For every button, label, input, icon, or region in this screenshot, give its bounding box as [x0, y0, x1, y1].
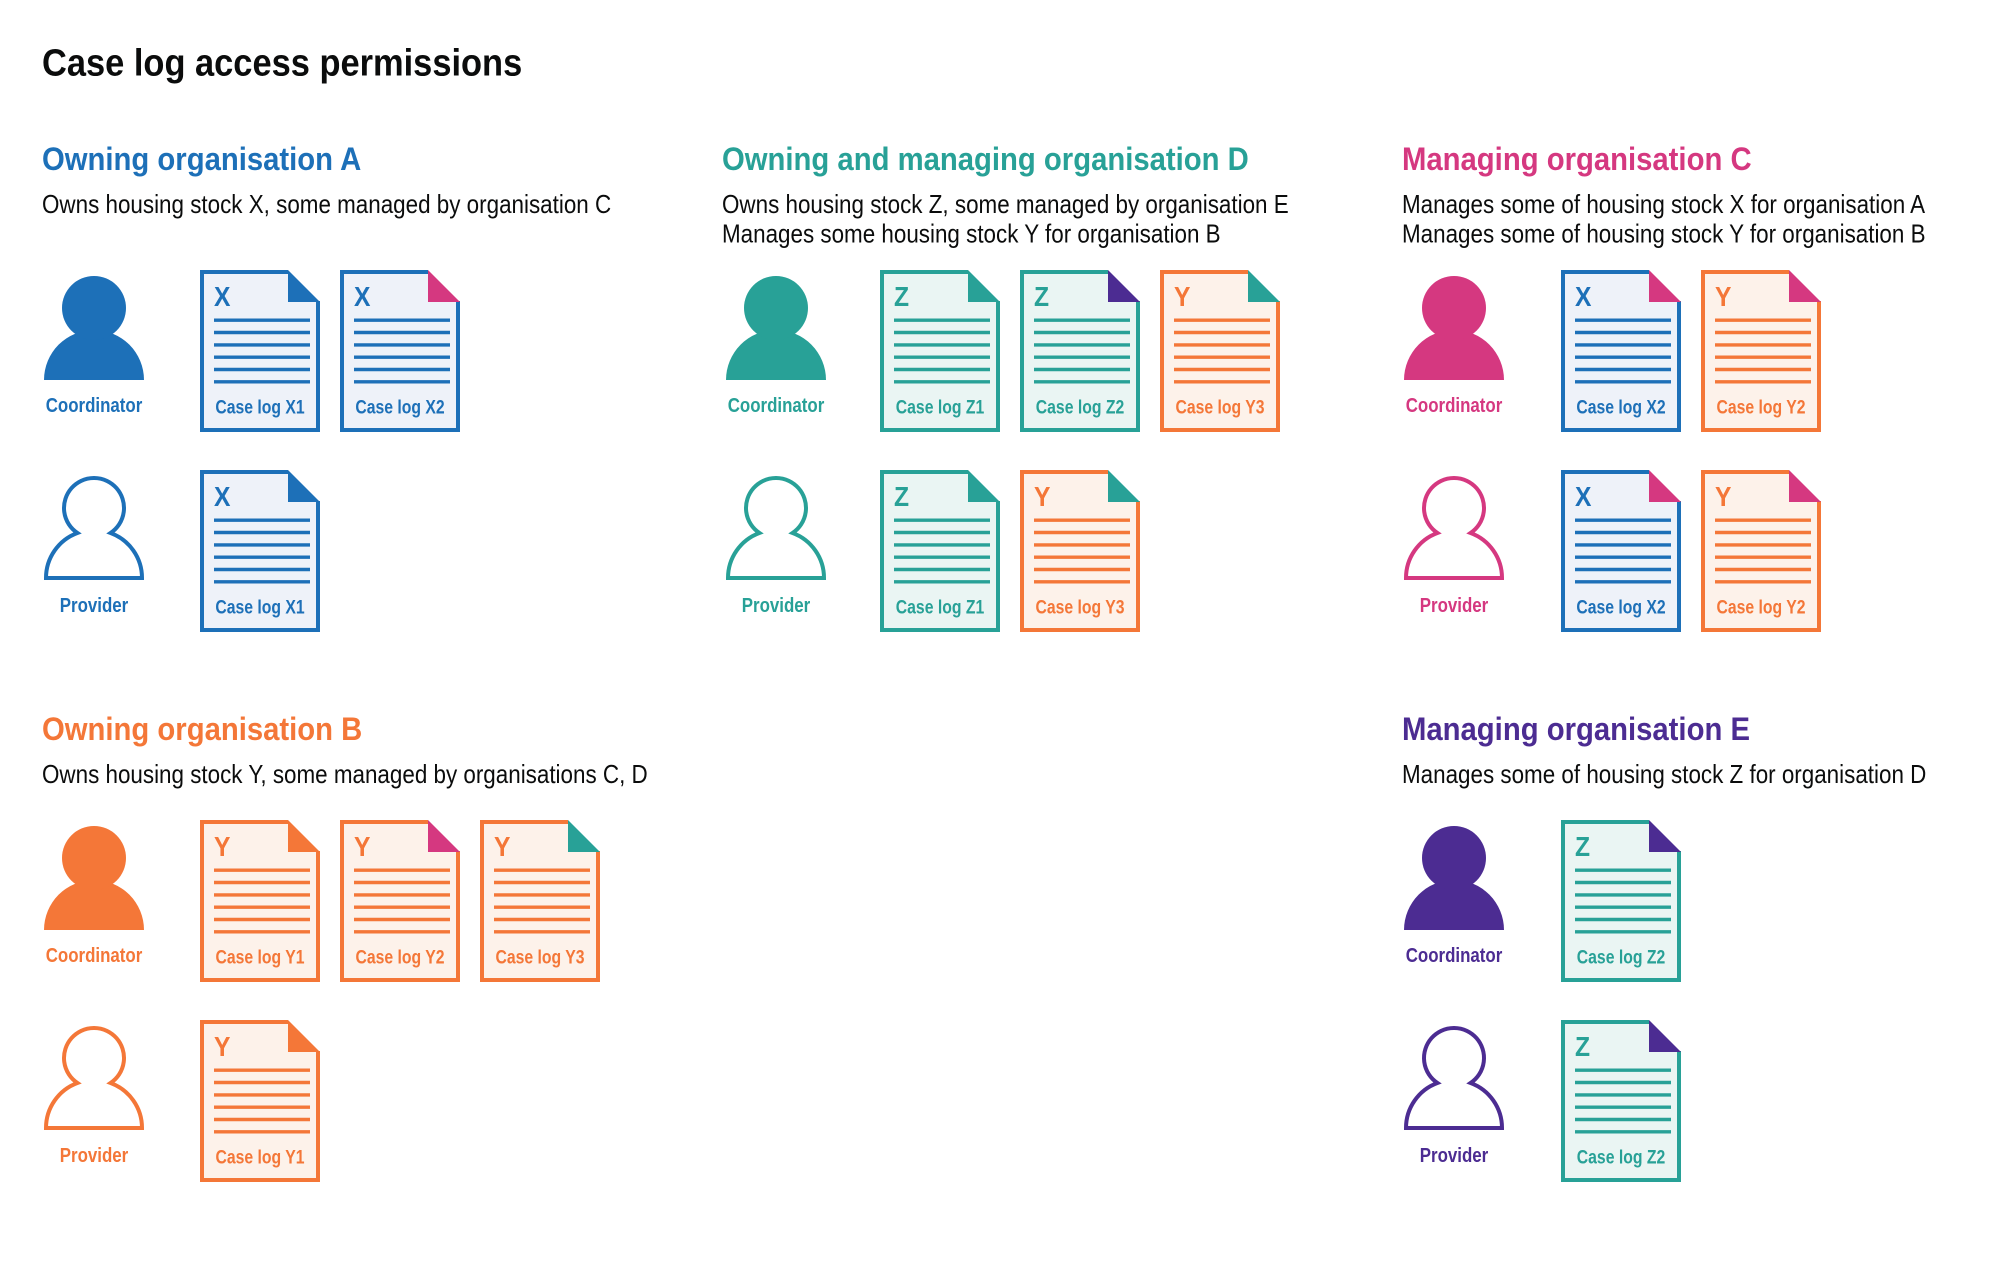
- svg-text:X: X: [354, 281, 371, 313]
- svg-text:Y: Y: [354, 831, 371, 863]
- svg-text:Owns housing stock Z, some man: Owns housing stock Z, some managed by or…: [722, 191, 1289, 220]
- svg-text:Case log Z1: Case log Z1: [896, 396, 985, 418]
- svg-text:Case log Y2: Case log Y2: [355, 946, 444, 968]
- svg-text:X: X: [214, 481, 231, 513]
- svg-text:Owning and managing organisati: Owning and managing organisation D: [722, 142, 1249, 177]
- svg-text:Case log X2: Case log X2: [355, 396, 444, 418]
- svg-text:Case log Z2: Case log Z2: [1036, 396, 1124, 418]
- svg-text:Y: Y: [1034, 481, 1051, 513]
- svg-text:Case log X2: Case log X2: [1576, 596, 1665, 618]
- svg-text:Managing organisation C: Managing organisation C: [1402, 142, 1752, 177]
- svg-text:Case log access permissions: Case log access permissions: [42, 41, 522, 84]
- svg-text:Owns housing stock Y, some man: Owns housing stock Y, some managed by or…: [42, 761, 648, 790]
- svg-text:Y: Y: [1715, 281, 1732, 313]
- svg-text:Case log Z2: Case log Z2: [1577, 1146, 1665, 1168]
- svg-text:X: X: [1575, 281, 1592, 313]
- svg-text:Case log Y3: Case log Y3: [1035, 596, 1124, 618]
- svg-text:Managing organisation E: Managing organisation E: [1402, 712, 1750, 747]
- svg-text:Coordinator: Coordinator: [1406, 944, 1503, 967]
- svg-text:Case log X1: Case log X1: [215, 396, 305, 418]
- svg-text:Case log X1: Case log X1: [215, 596, 305, 618]
- svg-text:Case log Y1: Case log Y1: [215, 946, 304, 968]
- svg-text:Case log Y2: Case log Y2: [1716, 596, 1805, 618]
- svg-text:Provider: Provider: [742, 594, 811, 617]
- svg-text:Y: Y: [214, 1031, 231, 1063]
- svg-text:Case log Y1: Case log Y1: [215, 1146, 304, 1168]
- svg-text:Y: Y: [1715, 481, 1732, 513]
- svg-text:Owning organisation A: Owning organisation A: [42, 142, 361, 177]
- svg-text:Provider: Provider: [1420, 594, 1489, 617]
- svg-text:Case log Z2: Case log Z2: [1577, 946, 1665, 968]
- svg-text:Coordinator: Coordinator: [46, 394, 143, 417]
- svg-text:Y: Y: [494, 831, 511, 863]
- svg-text:Coordinator: Coordinator: [1406, 394, 1503, 417]
- svg-text:Manages some of housing stock: Manages some of housing stock Z for orga…: [1402, 761, 1926, 790]
- svg-text:Z: Z: [894, 481, 909, 513]
- svg-text:X: X: [214, 281, 231, 313]
- svg-text:Z: Z: [1575, 1031, 1590, 1063]
- svg-text:Case log Z1: Case log Z1: [896, 596, 985, 618]
- svg-text:Manages some of housing stock: Manages some of housing stock Y for orga…: [1402, 220, 1926, 249]
- svg-text:Y: Y: [1174, 281, 1191, 313]
- svg-text:Provider: Provider: [60, 594, 129, 617]
- svg-text:Case log Y2: Case log Y2: [1716, 396, 1805, 418]
- svg-text:Z: Z: [1575, 831, 1590, 863]
- svg-text:X: X: [1575, 481, 1592, 513]
- svg-text:Z: Z: [894, 281, 909, 313]
- svg-text:Provider: Provider: [60, 1144, 129, 1167]
- svg-text:Coordinator: Coordinator: [46, 944, 143, 967]
- svg-text:Case log X2: Case log X2: [1576, 396, 1665, 418]
- svg-text:Z: Z: [1034, 281, 1049, 313]
- svg-text:Case log Y3: Case log Y3: [1175, 396, 1264, 418]
- svg-text:Owns housing stock X, some man: Owns housing stock X, some managed by or…: [42, 191, 611, 220]
- svg-text:Coordinator: Coordinator: [728, 394, 825, 417]
- svg-text:Manages some housing stock Y f: Manages some housing stock Y for organis…: [722, 220, 1221, 249]
- svg-text:Manages some of housing stock: Manages some of housing stock X for orga…: [1402, 191, 1926, 220]
- svg-text:Owning organisation B: Owning organisation B: [42, 712, 362, 747]
- svg-text:Provider: Provider: [1420, 1144, 1489, 1167]
- svg-text:Case log Y3: Case log Y3: [495, 946, 584, 968]
- svg-text:Y: Y: [214, 831, 231, 863]
